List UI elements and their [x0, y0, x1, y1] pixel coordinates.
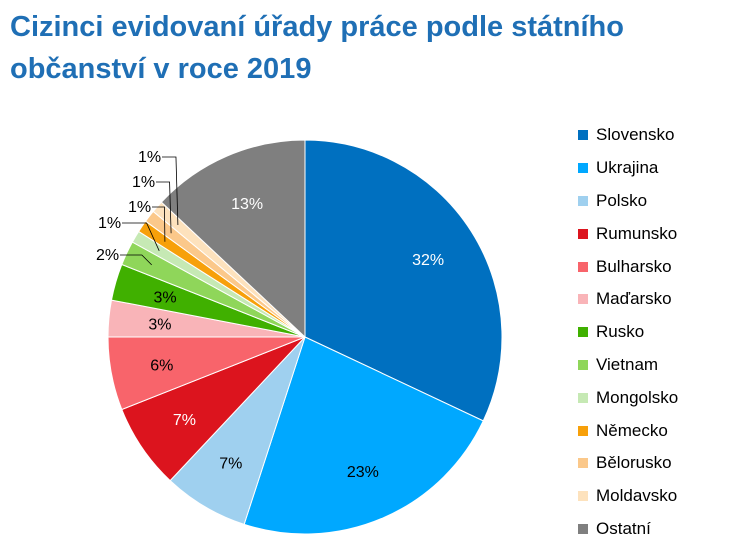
legend-item-belorusko: Bělorusko [578, 447, 678, 480]
legend-item-moldavsko: Moldavsko [578, 480, 678, 513]
legend-label: Ukrajina [596, 158, 659, 178]
legend-label: Maďarsko [596, 289, 672, 309]
chart-title-line-2: občanství v roce 2019 [10, 53, 312, 85]
legend-label: Moldavsko [596, 486, 678, 506]
legend-item-slovensko: Slovensko [578, 119, 678, 152]
legend-item-ukrajina: Ukrajina [578, 152, 678, 185]
legend-label: Rumunsko [596, 223, 678, 243]
legend-label: Bulharsko [596, 256, 672, 276]
data-label-ukrajina: 23% [347, 464, 379, 481]
data-label-madarsko: 3% [148, 316, 171, 333]
leader-line-nemecko [152, 206, 166, 242]
legend-label: Vietnam [596, 354, 659, 374]
legend-label: Bělorusko [596, 453, 672, 473]
legend-swatch [578, 130, 588, 141]
leader-line-mongolsko [122, 222, 160, 251]
legend-item-rumunsko: Rumunsko [578, 217, 678, 250]
data-label-nemecko: 1% [128, 199, 151, 216]
data-label-moldavsko: 1% [138, 149, 161, 166]
data-label-rusko: 3% [153, 289, 176, 306]
data-label-belorusko: 1% [132, 174, 155, 191]
legend-label: Německo [596, 420, 668, 440]
legend-item-vietnam: Vietnam [578, 349, 678, 382]
chart-title-line-1: Cizinci evidovaní úřady práce podle stát… [10, 11, 624, 43]
data-label-ostatni: 13% [231, 196, 263, 213]
legend-swatch [578, 195, 588, 206]
legend-swatch [578, 327, 588, 338]
legend-item-rusko: Rusko [578, 316, 678, 349]
legend-swatch [578, 359, 588, 370]
data-label-rumunsko: 7% [173, 412, 196, 429]
legend-item-mongolsko: Mongolsko [578, 381, 678, 414]
leader-line-vietnam [120, 254, 152, 266]
legend-label: Ostatní [596, 518, 651, 538]
legend-item-polsko: Polsko [578, 185, 678, 218]
legend-swatch [578, 392, 588, 403]
legend-swatch [578, 491, 588, 502]
chart-title: Cizinci evidovaní úřady práce podle stát… [10, 6, 710, 90]
legend-swatch [578, 294, 588, 305]
slice-slovensko [304, 139, 503, 422]
leader-line-moldavsko [162, 156, 179, 226]
legend-item-nemecko: Německo [578, 414, 678, 447]
data-label-slovensko: 32% [412, 252, 444, 269]
legend-label: Slovensko [596, 125, 675, 145]
legend-label: Mongolsko [596, 387, 679, 407]
legend-swatch [578, 458, 588, 469]
data-label-bulharsko: 6% [150, 357, 173, 374]
legend-item-madarsko: Maďarsko [578, 283, 678, 316]
data-labels: 32% 23% 7% 7% 6% 3% 3% 2% 1% 1% 1% 1% 13% [96, 149, 444, 481]
pie-slices [107, 139, 503, 535]
legend-swatch [578, 523, 588, 534]
legend-label: Polsko [596, 190, 648, 210]
legend-swatch [578, 228, 588, 239]
legend: Slovensko Ukrajina Polsko Rumunsko Bulharsko… [578, 119, 678, 545]
legend-label: Rusko [596, 322, 645, 342]
slice-ukrajina [243, 336, 484, 535]
legend-swatch [578, 163, 588, 174]
data-label-vietnam: 2% [96, 247, 119, 264]
leader-lines [120, 156, 179, 266]
data-label-mongolsko: 1% [98, 215, 121, 232]
legend-item-bulharsko: Bulharsko [578, 250, 678, 283]
leader-line-belorusko [156, 181, 172, 234]
data-label-polsko: 7% [219, 456, 242, 473]
slice-ostatni [160, 139, 306, 339]
legend-swatch [578, 425, 588, 436]
legend-swatch [578, 261, 588, 272]
legend-item-ostatni: Ostatní [578, 513, 678, 546]
